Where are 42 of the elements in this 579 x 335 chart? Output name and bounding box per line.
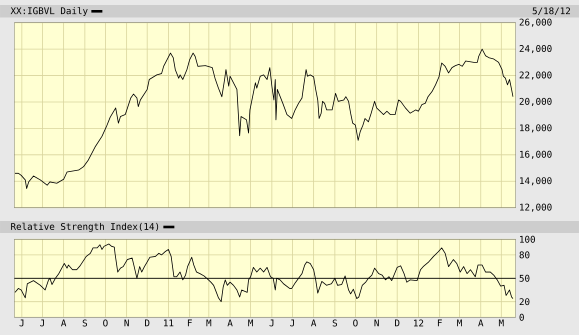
x-tick-label: J	[20, 320, 24, 326]
x-tick-label: J	[270, 320, 274, 326]
x-tick-label: A	[227, 320, 233, 326]
y-tick-label: 20,000	[520, 98, 552, 106]
x-tick-label: D	[395, 320, 400, 326]
x-tick-label: N	[124, 320, 129, 326]
y-tick-label: 12,000	[520, 204, 552, 212]
x-tick-label: S	[332, 320, 338, 327]
y-tick-label: 24,000	[520, 45, 552, 54]
x-tick-label: M	[498, 320, 504, 326]
y-tick-label: 18,000	[520, 124, 552, 132]
y-tick-label: 20	[520, 298, 530, 306]
x-tick-label: O	[103, 320, 108, 327]
y-tick-label: 26,000	[520, 18, 552, 27]
x-tick-label: F	[438, 320, 442, 326]
y-tick-label: 80	[520, 251, 530, 258]
x-tick-label: O	[353, 320, 358, 327]
x-tick-label: F	[188, 320, 192, 326]
x-tick-label: J	[40, 320, 44, 326]
x-tick-label: A	[478, 320, 484, 326]
y-tick-label: 0	[520, 314, 524, 321]
y-tick-label: 22,000	[520, 71, 552, 80]
x-tick-label: A	[311, 320, 316, 326]
x-tick-label: S	[82, 320, 88, 327]
x-tick-label: 11	[164, 320, 174, 326]
x-tick-label: 12	[414, 320, 424, 326]
x-tick-label: M	[206, 320, 212, 326]
y-tick-label: 100	[520, 236, 535, 243]
x-tick-label: M	[457, 320, 462, 326]
legend-label: Relative Strength Index(14)	[11, 222, 158, 232]
x-tick-label: M	[248, 320, 253, 326]
y-tick-label: 16,000	[520, 150, 552, 159]
x-tick-label: N	[374, 320, 379, 326]
line-series	[14, 48, 514, 189]
x-tick-label: A	[61, 320, 66, 326]
text: 5/18/12	[532, 7, 570, 16]
line-series	[14, 244, 514, 302]
y-tick-label: 50	[520, 274, 530, 282]
x-tick-label: D	[145, 320, 150, 326]
x-tick-label: J	[290, 320, 294, 326]
legend-label: XX:IGBVL Daily	[10, 7, 88, 16]
y-tick-label: 14,000	[520, 177, 552, 186]
